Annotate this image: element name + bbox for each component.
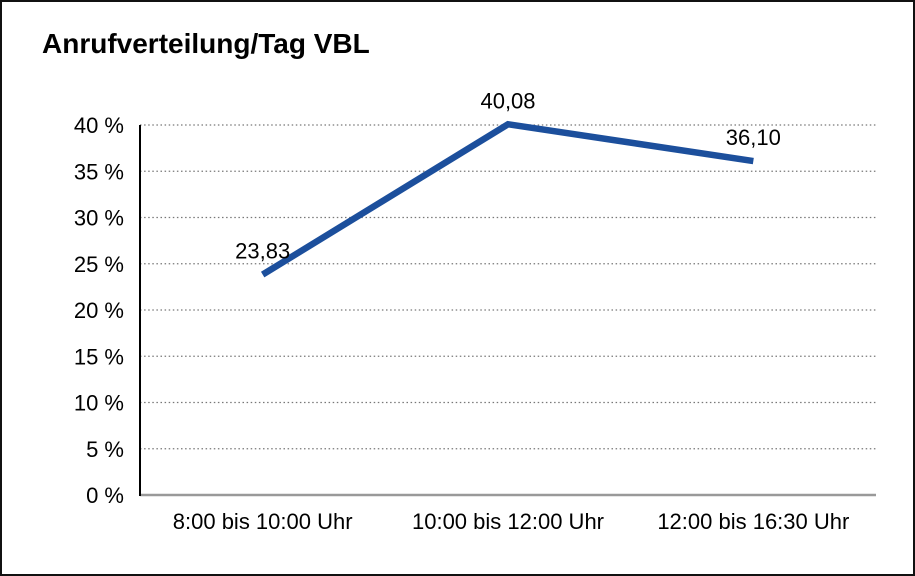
y-tick-label: 25 % xyxy=(74,252,124,277)
y-tick-label: 5 % xyxy=(86,437,124,462)
y-tick-label: 35 % xyxy=(74,159,124,184)
y-tick-label: 0 % xyxy=(86,483,124,508)
data-label: 40,08 xyxy=(480,88,535,113)
series-line xyxy=(260,120,754,278)
chart-title: Anrufverteilung/Tag VBL xyxy=(42,28,370,59)
y-tick-label: 40 % xyxy=(74,113,124,138)
x-category-label: 10:00 bis 12:00 Uhr xyxy=(412,509,604,534)
data-label: 36,10 xyxy=(726,125,781,150)
y-tick-label: 15 % xyxy=(74,344,124,369)
x-category-label: 12:00 bis 16:30 Uhr xyxy=(657,509,849,534)
y-tick-label: 20 % xyxy=(74,298,124,323)
data-label: 23,83 xyxy=(235,239,290,264)
y-tick-label: 30 % xyxy=(74,206,124,231)
y-tick-label: 10 % xyxy=(74,391,124,416)
x-category-label: 8:00 bis 10:00 Uhr xyxy=(173,509,353,534)
